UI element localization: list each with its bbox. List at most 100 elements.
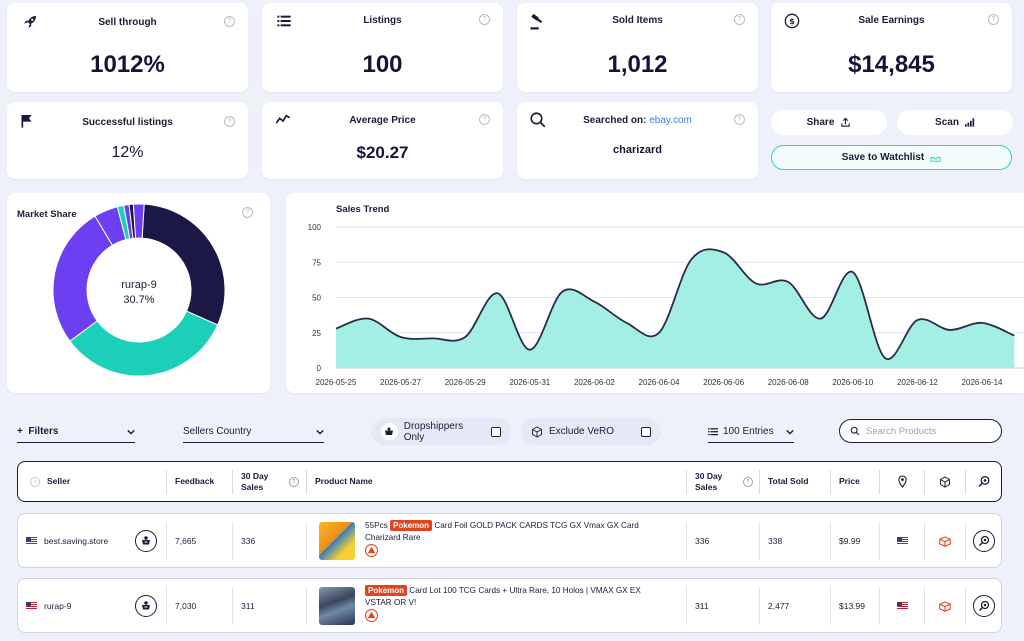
sales-point[interactable] (589, 297, 599, 307)
sales-point[interactable] (816, 314, 826, 324)
sales-point[interactable] (977, 318, 987, 328)
seller-name[interactable]: rurap-9 (44, 600, 72, 611)
box-icon (940, 475, 950, 488)
help-icon[interactable]: ? (479, 114, 490, 125)
filters-dropdown[interactable]: + Filters (17, 426, 135, 443)
sales30b-cell: 311 (695, 600, 709, 611)
sales-point[interactable] (331, 324, 341, 334)
help-icon[interactable]: ? (242, 207, 253, 218)
x-tick-label: 2026-06-06 (703, 378, 744, 387)
search-products-input[interactable] (866, 425, 986, 437)
select-all-control[interactable]: ↕ (22, 462, 44, 501)
sales-point[interactable] (686, 254, 696, 264)
exclude-vero-checkbox[interactable] (641, 426, 651, 437)
inspect-cell[interactable] (966, 514, 1002, 567)
sales-point[interactable] (945, 325, 955, 335)
alert-badge-icon[interactable] (365, 543, 378, 557)
x-tick-label: 2026-06-08 (768, 378, 809, 387)
save-to-watchlist-button[interactable]: Save to Watchlist (771, 145, 1012, 170)
sales-point[interactable] (1009, 331, 1019, 341)
share-button[interactable]: Share (771, 110, 887, 135)
magnifier-icon (978, 600, 990, 611)
header-total-sold[interactable]: Total Sold (768, 476, 809, 487)
help-icon[interactable]: ? (479, 14, 490, 25)
magnifier-icon (978, 535, 990, 546)
seller-cell: rurap-9 (18, 579, 158, 632)
box-cell[interactable] (925, 579, 965, 632)
search-products-box[interactable] (839, 419, 1002, 443)
help-icon[interactable]: ? (224, 116, 235, 127)
sales-point[interactable] (493, 288, 503, 298)
sales-point[interactable] (525, 345, 535, 355)
sales-point[interactable] (396, 332, 406, 342)
box-cell[interactable] (925, 514, 965, 567)
product-line2: VSTAR OR V! (365, 598, 417, 608)
entries-dropdown[interactable]: 100 Entries (708, 426, 794, 443)
seller-profile-cell (126, 579, 166, 632)
sort-up-icon[interactable]: ↑ (743, 476, 753, 487)
sales-point[interactable] (460, 332, 470, 342)
pie-slice-7[interactable] (132, 203, 145, 239)
seller-profile-icon[interactable] (135, 529, 157, 552)
seller-name[interactable]: best.saving.store (44, 535, 109, 546)
pie-slice-0[interactable] (141, 203, 226, 326)
sales-trend-chart: 0 25 50 75 100 2026-05-25 2026-05-27 2026-05-29… (308, 223, 1024, 387)
sales-point[interactable] (751, 278, 761, 288)
product-cell[interactable]: Pokemon Card Lot 100 TCG Cards + Ultra R… (311, 579, 686, 632)
sales-point[interactable] (363, 314, 373, 324)
sales-point[interactable] (654, 328, 664, 338)
inspect-button[interactable] (973, 529, 995, 552)
sales-point[interactable] (557, 287, 567, 297)
table-row[interactable]: best.saving.store 7,665 336 55Pcs Pokemo… (17, 513, 1002, 568)
header-30-day-sales[interactable]: 30 Day Sales ↑ (233, 462, 305, 501)
searched-on-card: Searched on: ebay.com ? charizard (517, 102, 758, 179)
table-header: ↕ Seller Feedback 30 Day Sales ↑ Product… (17, 461, 1002, 502)
product-thumbnail[interactable] (319, 521, 355, 560)
header-seller[interactable]: Seller (47, 476, 71, 487)
help-icon[interactable]: ? (734, 14, 745, 25)
header-box[interactable] (925, 462, 965, 501)
inspect-button[interactable] (973, 594, 995, 617)
seller-cell: best.saving.store (18, 514, 158, 567)
listings-value: 100 (362, 51, 403, 78)
rocket-icon (24, 16, 36, 28)
sales-point[interactable] (880, 353, 890, 363)
y-tick-label: 75 (312, 258, 321, 267)
header-30-day-sales-b[interactable]: 30 Day Sales ↑ (687, 462, 759, 501)
watchlist-label: Save to Watchlist (841, 152, 925, 163)
sellers-country-dropdown[interactable]: Sellers Country (183, 426, 324, 443)
sales-point[interactable] (622, 318, 632, 328)
product-thumbnail[interactable] (319, 586, 355, 625)
header-price[interactable]: Price (839, 476, 860, 487)
help-icon[interactable]: ? (988, 14, 999, 25)
inspect-cell[interactable] (966, 579, 1002, 632)
share-label: Share (806, 117, 835, 128)
dropshippers-only-toggle[interactable]: Dropshippers Only (371, 418, 511, 445)
alert-badge-icon[interactable] (365, 608, 378, 622)
trend-line-icon (275, 114, 291, 124)
sales-point[interactable] (719, 247, 729, 257)
header-feedback[interactable]: Feedback (175, 476, 215, 487)
dropshippers-only-checkbox[interactable] (491, 426, 501, 437)
sales-point[interactable] (912, 315, 922, 325)
header-location[interactable] (880, 462, 924, 501)
header-inspect[interactable] (966, 462, 1002, 501)
scan-button[interactable]: Scan (897, 110, 1013, 135)
sales-point[interactable] (428, 333, 438, 343)
pie-slice-1[interactable] (69, 310, 219, 377)
help-icon[interactable]: ? (734, 114, 745, 125)
list-icon (277, 15, 291, 27)
chevron-down-icon (316, 429, 324, 435)
sort-up-icon[interactable]: ↑ (289, 476, 299, 487)
seller-profile-icon[interactable] (135, 594, 157, 617)
header-product-name[interactable]: Product Name (315, 476, 373, 487)
gavel-icon (530, 14, 543, 30)
table-row[interactable]: rurap-9 7,030 311 Pokemon Card Lot 100 T… (17, 578, 1002, 633)
us-flag-icon (896, 602, 908, 609)
help-icon[interactable]: ? (224, 16, 235, 27)
sales-point[interactable] (783, 277, 793, 287)
exclude-vero-toggle[interactable]: Exclude VeRO (521, 418, 661, 445)
sales-point[interactable] (848, 267, 858, 277)
searched-on-site[interactable]: ebay.com (649, 115, 692, 126)
product-cell[interactable]: 55Pcs Pokemon Card Foil GOLD PACK CARDS … (311, 514, 686, 567)
